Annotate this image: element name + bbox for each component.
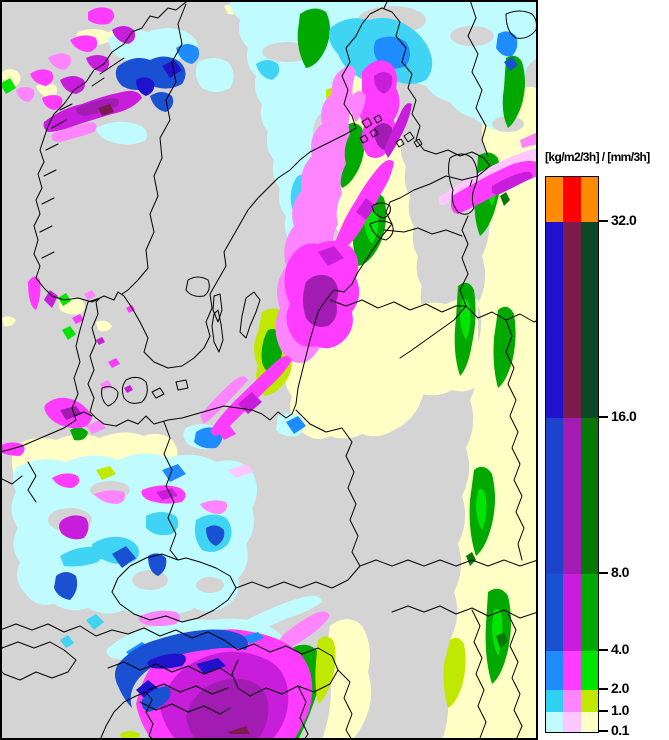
map-frame <box>0 0 538 740</box>
colorbar-cell <box>580 222 598 418</box>
islands-stockholm-archipelago <box>359 114 383 144</box>
island-funen <box>101 386 119 407</box>
border-lithuania-poland <box>341 427 353 457</box>
colorbar-cell <box>563 574 581 651</box>
map-panel <box>0 0 538 740</box>
island-oland <box>211 309 224 353</box>
legend-title: [kg/m2/3h] / [mm/3h] <box>545 150 650 164</box>
border-austria-south <box>107 661 233 677</box>
colorbar-row-1.0-2.0 <box>546 690 598 712</box>
colorbar-tick-label: 2.0 <box>611 680 629 696</box>
coastline-scandinavia-baltic <box>0 1 491 453</box>
border-ukraine-romania <box>391 605 538 619</box>
colorbar-cell <box>580 418 598 574</box>
coastline-italy-adriatic <box>99 691 155 740</box>
lake-vanern <box>185 276 210 297</box>
border-netherlands <box>0 461 37 503</box>
colorbar-row-0.1-1.0 <box>546 712 598 732</box>
colorbar-cell <box>546 651 564 690</box>
colorbar-cell <box>563 177 581 222</box>
border-slovenia-croatia <box>139 683 231 715</box>
border-latvia-russia <box>459 243 469 307</box>
islands-aland <box>395 131 423 148</box>
colorbar-cell <box>580 574 598 651</box>
colorbar-tick <box>599 649 608 651</box>
colorbar-tick <box>599 572 608 574</box>
border-norway-sweden <box>121 3 187 295</box>
colorbar-cell <box>580 177 598 222</box>
coastline-fjords <box>39 57 125 259</box>
colorbar-cell <box>563 712 581 732</box>
colorbar-cell <box>546 690 564 712</box>
colorbar-tick <box>599 688 608 690</box>
border-hungary-romania <box>337 669 353 740</box>
border-serbia <box>297 685 309 740</box>
island-small-danish <box>151 387 165 399</box>
island-bornholm <box>175 379 189 391</box>
islands-estonia <box>369 202 394 241</box>
colorbar-tick-label: 4.0 <box>611 641 629 657</box>
border-germany-south <box>0 623 97 637</box>
colorbar-row-8.0-16.0 <box>546 418 598 574</box>
colorbar-tick-label: 0.1 <box>611 722 629 738</box>
colorbar-tick-label: 16.0 <box>611 408 637 424</box>
colorbar-cell <box>546 574 564 651</box>
border-lithuania-belarus <box>399 305 467 359</box>
border-moldova-east <box>507 613 523 740</box>
colorbar-cell <box>546 418 564 574</box>
weather-map <box>0 0 538 740</box>
border-switzerland <box>0 641 77 681</box>
border-latvia-lithuania <box>329 299 467 313</box>
border-belarus-ukraine <box>359 559 538 567</box>
colorbar-cell <box>563 418 581 574</box>
legend-panel: [kg/m2/3h] / [mm/3h] 32.0 16.0 8.0 4.0 2.0 1.… <box>538 0 669 740</box>
colorbar-cell <box>546 712 564 732</box>
border-poland-south <box>235 565 361 589</box>
colorbar-tick-label: 1.0 <box>611 702 629 718</box>
colorbar-cell <box>580 651 598 690</box>
colorbar-tick-label: 8.0 <box>611 564 629 580</box>
border-hungary <box>231 643 339 697</box>
colorbar-cell <box>546 177 564 222</box>
colorbar-row-4.0-8.0 <box>546 574 598 651</box>
coastline-layer <box>0 1 537 740</box>
border-poland-belarus <box>345 455 361 567</box>
colorbar-row-2.0-4.0 <box>546 651 598 690</box>
colorbar-cell <box>563 651 581 690</box>
colorbar-tick <box>599 710 608 712</box>
colorbar-cell <box>563 222 581 418</box>
colorbar-tick <box>599 416 608 418</box>
border-moldova-west <box>471 609 487 739</box>
border-kaliningrad <box>295 409 343 433</box>
colorbar-tick <box>599 730 608 732</box>
lake-peipus <box>448 153 478 215</box>
colorbar-cell <box>546 222 564 418</box>
colorbar-cell <box>563 690 581 712</box>
lake-vattern <box>212 293 223 323</box>
border-denmark-germany <box>73 411 93 417</box>
colorbar-tick-label: 32.0 <box>611 212 637 228</box>
colorbar-row-above 32.0 <box>546 177 598 222</box>
border-estonia-latvia <box>383 227 463 237</box>
colorbar-row-16.0-32.0 <box>546 222 598 418</box>
island-zealand <box>121 376 148 404</box>
border-austria-north <box>95 627 239 651</box>
island-gotland <box>239 291 261 339</box>
border-belarus-russia <box>465 305 538 561</box>
colorbar <box>545 176 599 733</box>
border-finland-russia <box>467 0 489 157</box>
colorbar-tick <box>599 220 608 222</box>
border-estonia-russia <box>461 179 473 245</box>
colorbar-cell <box>580 712 598 732</box>
country-borders-layer <box>0 0 538 740</box>
border-germany-poland <box>163 421 179 561</box>
colorbar-cell <box>580 690 598 712</box>
border-czech <box>111 553 237 623</box>
